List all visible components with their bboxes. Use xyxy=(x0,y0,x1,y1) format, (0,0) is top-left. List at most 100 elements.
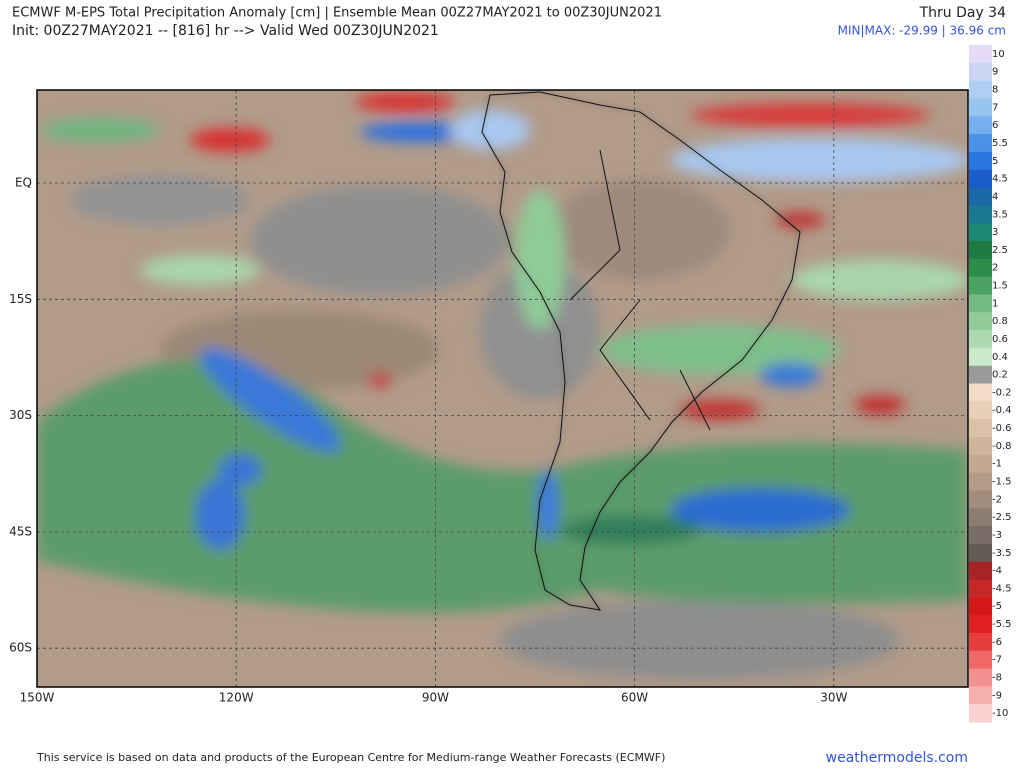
colorbar-label: -8 xyxy=(992,672,1002,683)
colorbar-swatch xyxy=(969,704,992,723)
graticule: EQ 15S 30S 45S 60S 150W 120W 90W 60W 30W xyxy=(9,90,968,705)
colorbar-label: 8 xyxy=(992,85,998,96)
colorbar-label: 0.2 xyxy=(992,370,1008,381)
site-link[interactable]: weathermodels.com xyxy=(826,750,968,766)
lon-label: 150W xyxy=(20,691,55,705)
colorbar-swatch xyxy=(969,151,992,171)
min-max: MIN|MAX: -29.99 | 36.96 cm xyxy=(838,24,1006,38)
colorbar-label: 9 xyxy=(992,67,998,78)
colorbar-label: 1 xyxy=(992,298,998,309)
colorbar-swatch xyxy=(969,597,992,616)
colorbar-swatch xyxy=(969,205,992,224)
colorbar-label: 0.8 xyxy=(992,316,1008,327)
colorbar-label: 3.5 xyxy=(992,209,1008,220)
colorbar-swatch xyxy=(969,383,992,402)
colorbar-swatch xyxy=(969,419,992,438)
lat-label: 60S xyxy=(9,641,32,655)
colorbar-swatch xyxy=(969,543,992,563)
colorbar-label: 1.5 xyxy=(992,281,1008,292)
map-frame xyxy=(36,89,969,688)
colorbar-label: 2 xyxy=(992,263,998,274)
colorbar-swatch xyxy=(969,240,992,260)
lon-label: 60W xyxy=(621,691,648,705)
colorbar-swatch xyxy=(969,276,992,295)
colorbar-swatch xyxy=(969,169,992,189)
colorbar-swatch xyxy=(969,62,992,82)
colorbar-label: 0.4 xyxy=(992,352,1008,363)
colorbar-swatch xyxy=(969,223,992,242)
colorbar-label: -3.5 xyxy=(992,548,1012,559)
colorbar-label: -9 xyxy=(992,690,1002,701)
colorbar-label: -0.4 xyxy=(992,405,1012,416)
colorbar-label: -7 xyxy=(992,655,1002,666)
colorbar-swatch xyxy=(969,134,992,153)
colorbar-swatch xyxy=(969,454,992,474)
colorbar-swatch xyxy=(969,365,992,384)
colorbar-swatch xyxy=(969,668,992,687)
colorbar-swatch xyxy=(969,526,992,545)
colorbar-label: 2.5 xyxy=(992,245,1008,256)
colorbar-swatch xyxy=(969,98,992,117)
lon-label: 90W xyxy=(422,691,449,705)
colorbar-swatch xyxy=(969,312,992,331)
colorbar-label: -0.2 xyxy=(992,387,1012,398)
colorbar-swatch xyxy=(969,187,992,206)
colorbar-swatch xyxy=(969,294,992,313)
colorbar: 10 9 8 7 6 5.5 5 4.5 4 3.5 3 2.5 2 1.5 1 0.8 0.6 0.4 0.2 -0… xyxy=(969,45,1012,723)
lat-label: 45S xyxy=(9,524,32,538)
lon-label: 120W xyxy=(219,691,254,705)
colorbar-label: -2 xyxy=(992,494,1002,505)
credit: This service is based on data and produc… xyxy=(36,751,665,764)
colorbar-label: -5 xyxy=(992,601,1002,612)
colorbar-swatch xyxy=(969,258,992,278)
colorbar-swatch xyxy=(969,330,992,349)
colorbar-label: 3 xyxy=(992,227,998,238)
colorbar-label: -1.5 xyxy=(992,476,1012,487)
colorbar-label: -3 xyxy=(992,530,1002,541)
colorbar-label: 5 xyxy=(992,156,998,167)
colorbar-swatch xyxy=(969,561,992,580)
colorbar-label: -5.5 xyxy=(992,619,1012,630)
colorbar-swatch xyxy=(969,436,992,456)
map-field xyxy=(37,90,968,687)
subtitle: Init: 00Z27MAY2021 -- [816] hr --> Valid… xyxy=(12,23,439,39)
colorbar-label: 7 xyxy=(992,102,998,113)
colorbar-swatch xyxy=(969,632,992,652)
colorbar-label: 4.5 xyxy=(992,174,1008,185)
lat-label: 30S xyxy=(9,408,32,422)
colorbar-label: -0.8 xyxy=(992,441,1012,452)
colorbar-label: 0.6 xyxy=(992,334,1008,345)
colorbar-label: -1 xyxy=(992,459,1002,470)
colorbar-label: 6 xyxy=(992,120,998,131)
colorbar-label: 4 xyxy=(992,191,998,202)
lon-label: 30W xyxy=(820,691,847,705)
colorbar-swatch xyxy=(969,650,992,670)
colorbar-swatch xyxy=(969,615,992,634)
colorbar-label: -2.5 xyxy=(992,512,1012,523)
colorbar-label: -10 xyxy=(992,708,1008,719)
lat-label: 15S xyxy=(9,292,32,306)
colorbar-swatch xyxy=(969,472,992,491)
colorbar-swatch xyxy=(969,508,992,527)
colorbar-label: -4 xyxy=(992,566,1002,577)
colorbar-label: -0.6 xyxy=(992,423,1012,434)
colorbar-swatch xyxy=(969,80,992,99)
colorbar-swatch xyxy=(969,490,992,509)
coastline xyxy=(481,91,801,611)
colorbar-swatch xyxy=(969,45,992,64)
colorbar-label: 5.5 xyxy=(992,138,1008,149)
colorbar-label: 10 xyxy=(992,49,1005,60)
colorbar-swatch xyxy=(969,686,992,705)
anomaly-blobs xyxy=(37,92,968,680)
colorbar-swatch xyxy=(969,401,992,420)
colorbar-swatch xyxy=(969,347,992,367)
colorbar-swatch xyxy=(969,116,992,135)
colorbar-label: -4.5 xyxy=(992,583,1012,594)
period: Thru Day 34 xyxy=(919,5,1007,21)
lat-label: EQ xyxy=(15,176,32,190)
colorbar-swatch xyxy=(969,579,992,598)
title: ECMWF M-EPS Total Precipitation Anomaly … xyxy=(12,6,662,21)
colorbar-label: -6 xyxy=(992,637,1002,648)
